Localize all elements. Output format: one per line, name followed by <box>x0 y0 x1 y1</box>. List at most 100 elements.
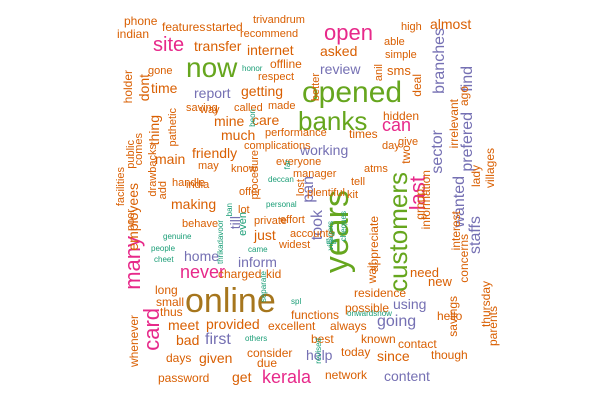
word-thing: thing <box>146 115 162 146</box>
word-people: people <box>151 244 176 253</box>
word-open: open <box>324 20 373 45</box>
word-functions: functions <box>291 308 340 322</box>
word-due: due <box>257 356 278 370</box>
word-villages: villages <box>483 148 497 189</box>
word-contact: contact <box>398 337 437 351</box>
word-offer: offer <box>239 186 261 198</box>
word-residence: residence <box>354 286 407 300</box>
word-parents: parents <box>486 306 500 347</box>
word-given: given <box>199 350 233 366</box>
word-bad: bad <box>176 332 200 348</box>
word-tds: tds <box>326 237 337 246</box>
word-almost: almost <box>430 16 472 32</box>
word-opened: opened <box>302 76 403 109</box>
word-best: best <box>311 332 334 346</box>
word-times: times <box>349 127 378 141</box>
word-concerns: concerns <box>457 234 471 283</box>
word-complications: complications <box>244 140 311 152</box>
word-review: review <box>320 61 361 77</box>
word-long: long <box>155 283 178 297</box>
word-cheet: cheet <box>154 255 174 264</box>
word-may: may <box>198 160 219 172</box>
word-sms: sms <box>387 63 411 78</box>
word-widest: widest <box>279 239 311 251</box>
word-features: features <box>162 20 206 34</box>
word-ago: ago <box>457 86 471 107</box>
word-far: far <box>283 160 292 170</box>
word-site: site <box>153 34 185 56</box>
word-thus: thus <box>160 305 183 319</box>
word-password: password <box>158 371 210 385</box>
word-plentiful: plentiful <box>307 187 345 199</box>
word-just: just <box>254 227 276 243</box>
word-better: better <box>310 73 322 102</box>
word-simple: simple <box>385 49 417 61</box>
word-consider: consider <box>247 346 293 360</box>
word-transfer: transfer <box>194 38 242 54</box>
word-whenever: whenever <box>127 315 141 368</box>
word-poor: poor <box>125 209 137 232</box>
word-time: time <box>151 80 178 96</box>
word-kid: kid <box>266 267 282 281</box>
word-report: report <box>194 85 231 101</box>
word-even: even <box>237 212 249 236</box>
word-days: days <box>166 351 192 365</box>
word-handle: handle <box>172 177 206 189</box>
word-beon: beon <box>248 109 257 127</box>
word-can: can <box>382 115 412 135</box>
word-mine: mine <box>214 113 245 129</box>
word-recommend: recommend <box>240 28 299 40</box>
word-group: group <box>413 189 427 220</box>
word-possible: possible <box>345 301 390 315</box>
word-facilities: facilities <box>115 167 127 207</box>
word-branches: branches <box>431 28 448 94</box>
word-dont: dont <box>136 74 152 102</box>
word-holder: holder <box>121 70 135 104</box>
word-came: came <box>248 245 268 254</box>
word-lady: lady <box>469 165 483 188</box>
word-high: high <box>401 21 422 33</box>
word-friendly: friendly <box>192 145 238 161</box>
word-banks: banks <box>298 106 368 136</box>
word-excellent: excellent <box>268 319 316 333</box>
word-honor: honor <box>242 64 263 73</box>
word-hidden: hidden <box>383 109 420 123</box>
word-offline: offline <box>270 57 302 71</box>
word-inform: inform <box>238 254 277 270</box>
word-working: working <box>300 142 349 158</box>
word-private: private <box>254 215 288 227</box>
word-spl: spl <box>291 297 302 306</box>
word-personal: personal <box>266 200 297 209</box>
word-started: started <box>206 20 243 34</box>
word-trivandrum: trivandrum <box>253 14 305 26</box>
word-separate: separate <box>259 271 268 303</box>
word-kerala: kerala <box>262 367 312 387</box>
word-lost: lost <box>295 179 307 197</box>
word-network: network <box>325 368 368 382</box>
word-gone: gone <box>148 65 173 77</box>
word-give: give <box>398 136 419 148</box>
word-internet: internet <box>247 42 294 58</box>
word-revised: revised <box>314 338 323 364</box>
word-prefered: prefered <box>459 112 476 172</box>
word-getting: getting <box>241 83 284 99</box>
word-care: care <box>252 112 280 128</box>
word-performance: performance <box>265 127 327 139</box>
word-since: since <box>377 348 410 364</box>
word-accounts: accounts <box>290 228 335 240</box>
word-sector: sector <box>429 130 446 174</box>
word-saving: saving <box>186 102 218 114</box>
word-thrikadavoor: thrikadavoor <box>216 220 225 265</box>
word-making: making <box>171 196 217 212</box>
word-others: others <box>245 334 268 343</box>
word-though: though <box>431 348 468 362</box>
word-meet: meet <box>168 317 200 333</box>
word-hello: hello <box>437 309 463 323</box>
word-new: new <box>428 274 452 289</box>
word-never: never <box>180 262 226 282</box>
word-lot: lot <box>238 204 250 216</box>
word-get: get <box>232 369 252 385</box>
word-known: known <box>361 332 396 346</box>
word-day: day <box>382 140 400 152</box>
